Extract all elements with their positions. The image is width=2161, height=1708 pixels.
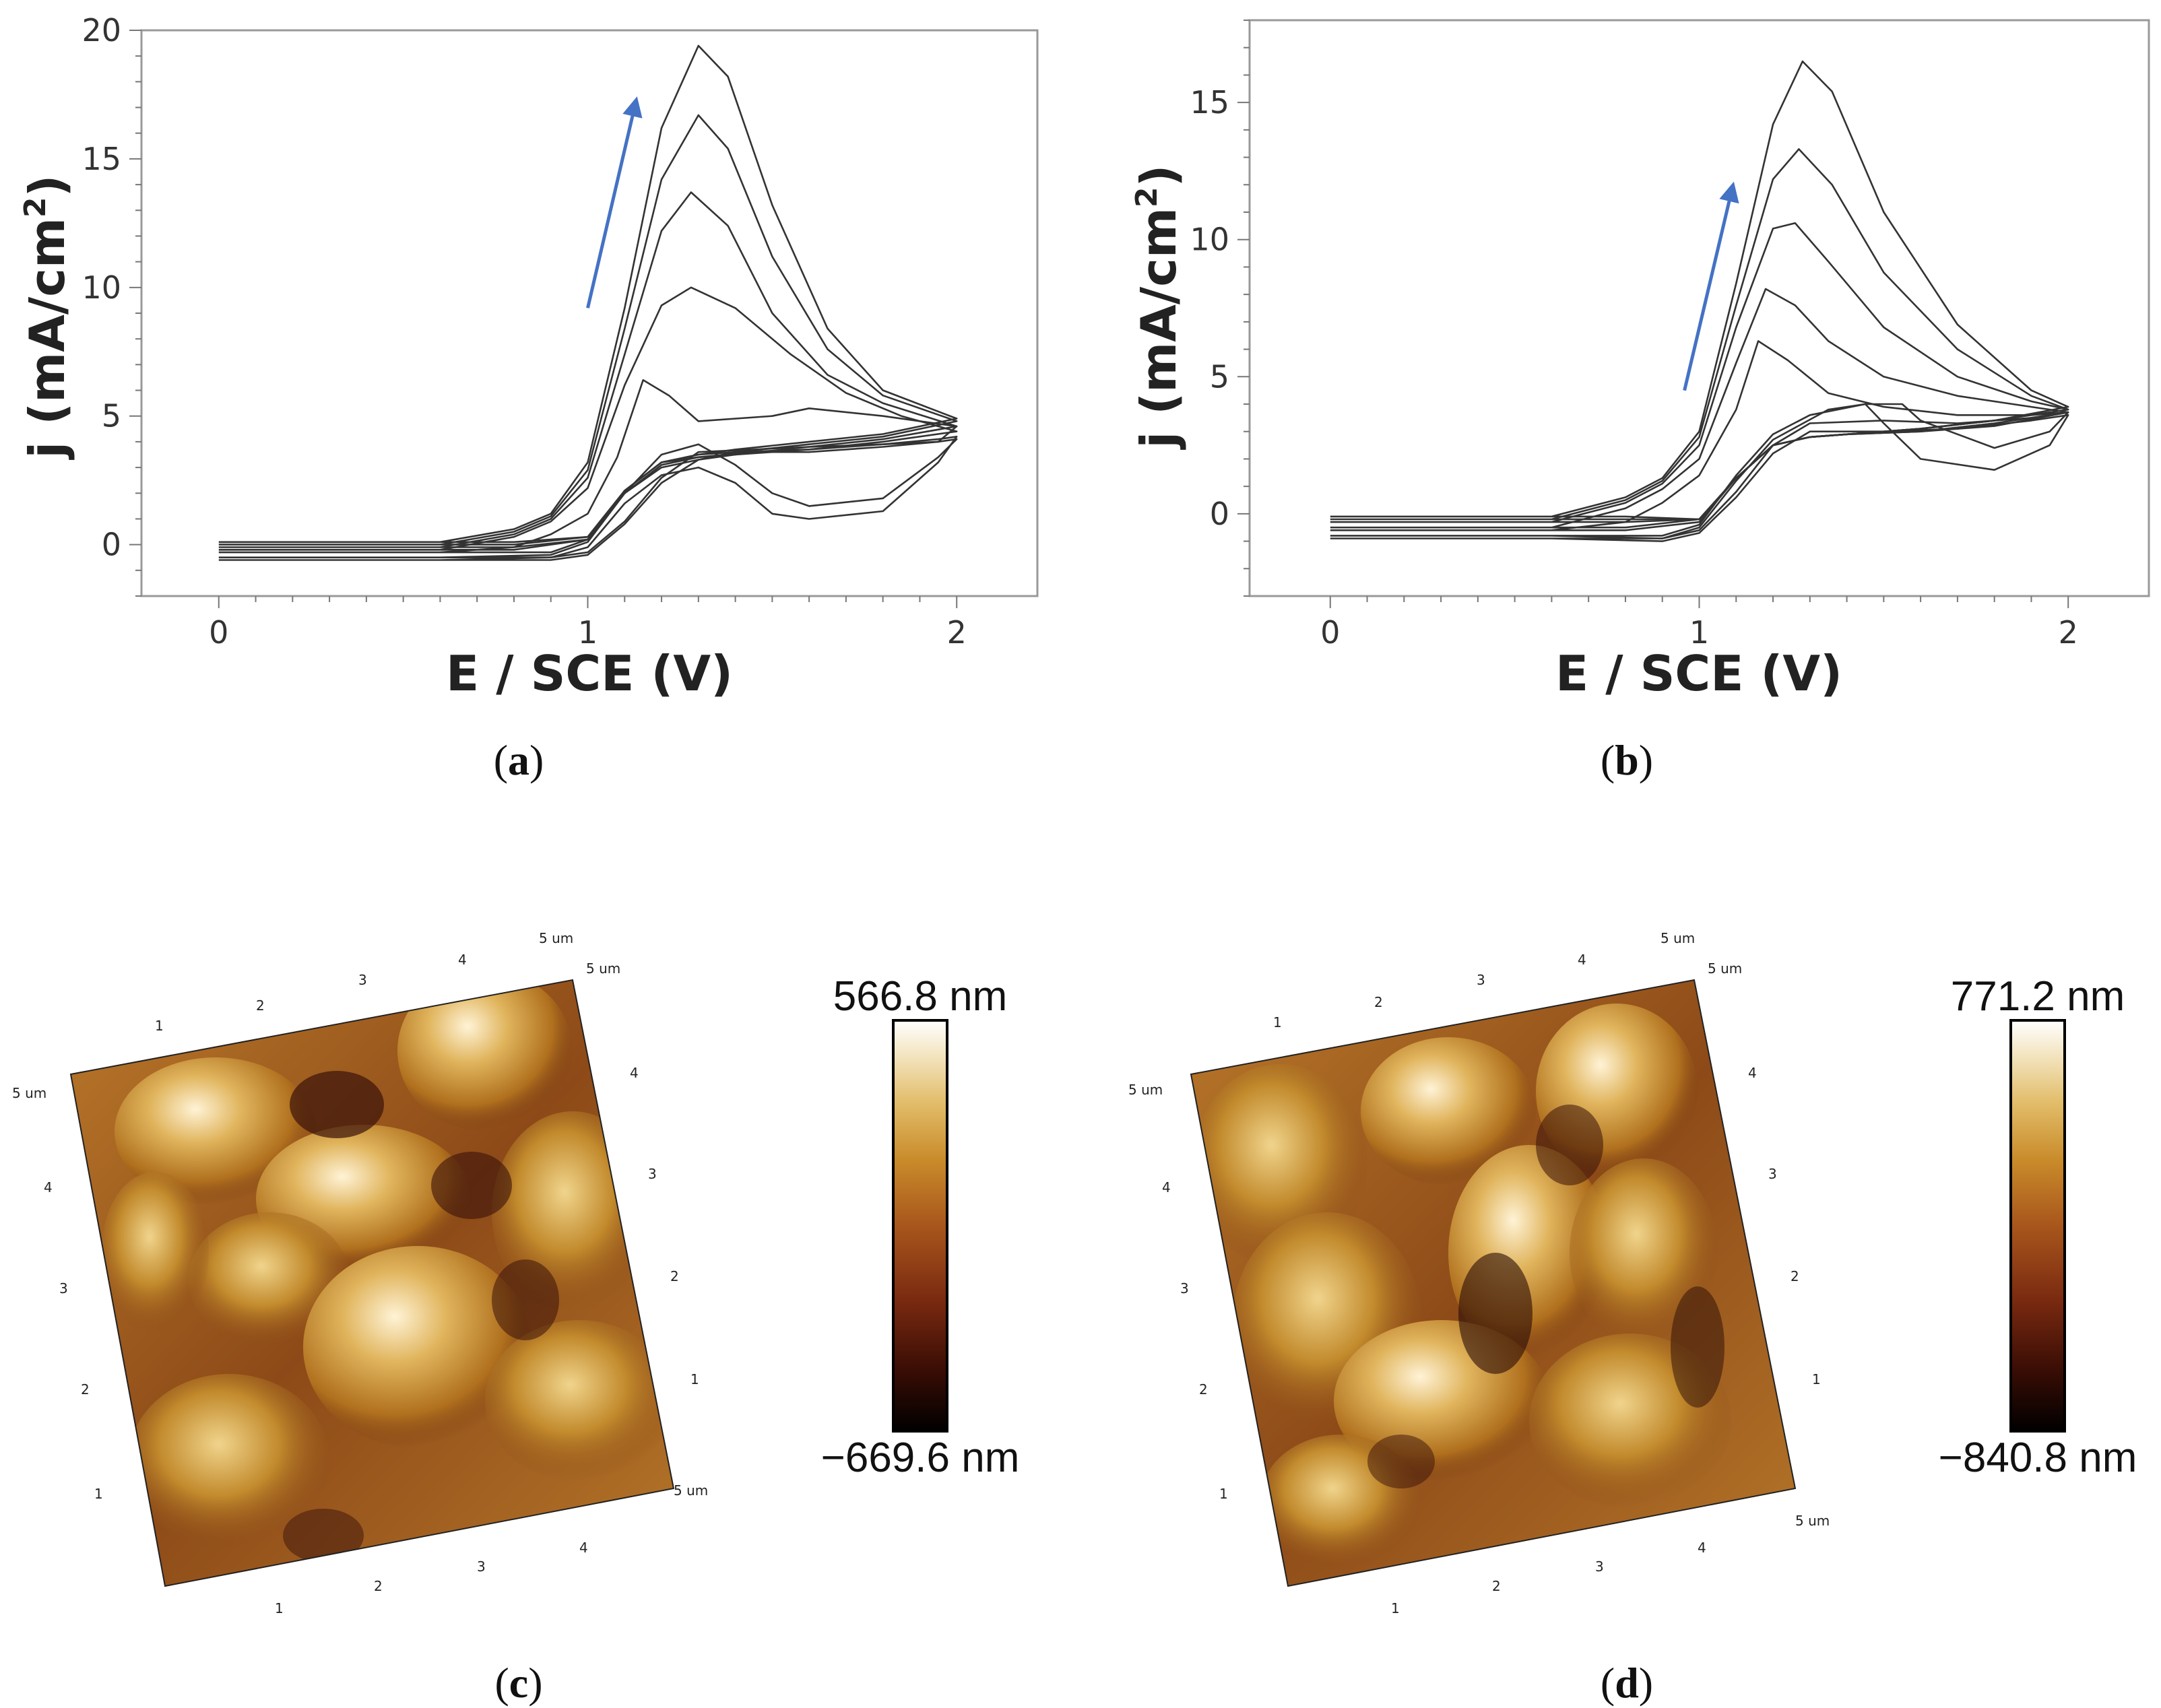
cv-curve <box>218 191 958 548</box>
afm-tick: 3 <box>358 972 367 988</box>
x-tick-label: 2 <box>947 614 967 651</box>
afm-tick: 3 <box>1477 972 1485 988</box>
axis-ticks <box>1237 20 2069 608</box>
afm-tick: 1 <box>94 1486 103 1502</box>
color-scale-min: −840.8 nm <box>1939 1435 2137 1481</box>
afm-tick: 2 <box>256 997 265 1014</box>
afm-tick: 2 <box>1374 994 1383 1010</box>
afm-tick: 2 <box>670 1268 679 1284</box>
color-scale-max: 771.2 nm <box>1951 973 2125 1020</box>
afm-tick: 3 <box>1595 1558 1604 1575</box>
x-tick-label: 2 <box>2059 614 2078 651</box>
axis-ticks <box>129 30 958 608</box>
trend-arrow <box>1683 181 1739 391</box>
caption-c: (c) <box>494 1659 542 1707</box>
caption-a: (a) <box>494 736 544 784</box>
afm-tick: 4 <box>579 1540 588 1556</box>
y-tick-label: 10 <box>1190 222 1229 258</box>
cv-curve <box>218 436 958 561</box>
y-tick-label: 15 <box>1190 84 1229 121</box>
afm-surface <box>71 980 674 1586</box>
afm-unit-label: 5 um <box>1708 960 1742 977</box>
afm-unit-label: 5 um <box>539 930 573 946</box>
color-scale-max: 566.8 nm <box>833 973 1008 1020</box>
y-axis-label: j (mA/cm2) <box>1130 165 1187 451</box>
afm-surface <box>1191 980 1795 1586</box>
afm-tick: 1 <box>1273 1014 1282 1030</box>
afm-tick: 1 <box>690 1371 699 1387</box>
y-tick-label: 0 <box>102 527 121 563</box>
caption-d: (d) <box>1601 1659 1653 1707</box>
afm-image-c: 5 um 5 um 5 um 5 um 1 2 3 4 1 2 3 4 1 2 … <box>12 930 1019 1616</box>
afm-tick: 1 <box>1812 1371 1821 1387</box>
afm-image-d: 5 um 5 um 5 um 5 um 1 2 3 4 1 2 3 4 1 2 … <box>1128 930 2137 1616</box>
x-tick-label: 1 <box>578 614 598 651</box>
series-group <box>1330 60 2069 542</box>
x-tick-label: 0 <box>1320 614 1340 651</box>
y-tick-label: 10 <box>82 269 121 306</box>
afm-tick: 2 <box>374 1578 383 1594</box>
chart-b: 0 1 2 0 5 10 15 E / SCE (V) j (mA/cm2) <box>1130 19 2150 702</box>
cv-curve <box>1330 403 2069 539</box>
afm-tick: 3 <box>648 1166 657 1182</box>
series-group <box>218 44 958 561</box>
cv-curve <box>218 44 958 544</box>
afm-tick: 3 <box>1180 1280 1189 1296</box>
afm-tick: 2 <box>1199 1381 1208 1398</box>
afm-tick: 3 <box>477 1558 486 1575</box>
caption-b: (b) <box>1601 736 1653 784</box>
afm-tick: 1 <box>1219 1486 1228 1502</box>
afm-tick: 4 <box>458 952 467 968</box>
afm-unit-label: 5 um <box>12 1085 46 1101</box>
afm-tick: 4 <box>1162 1179 1171 1195</box>
afm-tick: 1 <box>275 1600 284 1616</box>
color-scale-bar <box>892 1019 948 1433</box>
trend-arrow <box>586 96 643 308</box>
y-tick-label: 0 <box>1210 496 1229 532</box>
plot-frame <box>140 29 1039 597</box>
afm-tick: 4 <box>1698 1540 1706 1556</box>
cv-curve <box>1330 403 2069 542</box>
y-tick-label: 20 <box>82 12 121 48</box>
afm-tick: 4 <box>44 1179 53 1195</box>
afm-tick: 1 <box>1391 1600 1400 1616</box>
y-tick-label: 15 <box>82 141 121 177</box>
afm-tick: 2 <box>1791 1268 1799 1284</box>
afm-tick: 4 <box>1748 1065 1757 1081</box>
y-axis-label: j (mA/cm2) <box>18 175 75 461</box>
afm-unit-label: 5 um <box>1128 1082 1163 1098</box>
x-tick-label: 0 <box>209 614 228 651</box>
afm-tick: 3 <box>1768 1166 1777 1182</box>
afm-tick: 2 <box>1492 1578 1501 1594</box>
cv-curve <box>1330 60 2069 521</box>
afm-tick: 4 <box>1578 952 1586 968</box>
afm-unit-label: 5 um <box>1795 1513 1830 1529</box>
x-tick-label: 1 <box>1689 614 1709 651</box>
x-axis-label: E / SCE (V) <box>1555 645 1842 702</box>
y-tick-label: 5 <box>102 398 121 434</box>
tick-labels: 0 1 2 0 5 10 15 <box>1190 84 2077 651</box>
cv-curve <box>218 286 958 551</box>
x-axis-label: E / SCE (V) <box>446 645 733 702</box>
afm-tick: 4 <box>630 1065 639 1081</box>
plot-frame <box>1248 19 2150 597</box>
afm-tick: 2 <box>81 1381 90 1398</box>
afm-tick: 1 <box>155 1018 164 1034</box>
color-scale-bar <box>2009 1019 2066 1433</box>
afm-unit-label: 5 um <box>1660 930 1695 946</box>
afm-unit-label: 5 um <box>674 1482 708 1499</box>
afm-unit-label: 5 um <box>586 960 620 977</box>
y-tick-label: 5 <box>1210 358 1229 395</box>
color-scale-min: −669.6 nm <box>821 1435 1020 1481</box>
afm-tick: 3 <box>59 1280 68 1296</box>
